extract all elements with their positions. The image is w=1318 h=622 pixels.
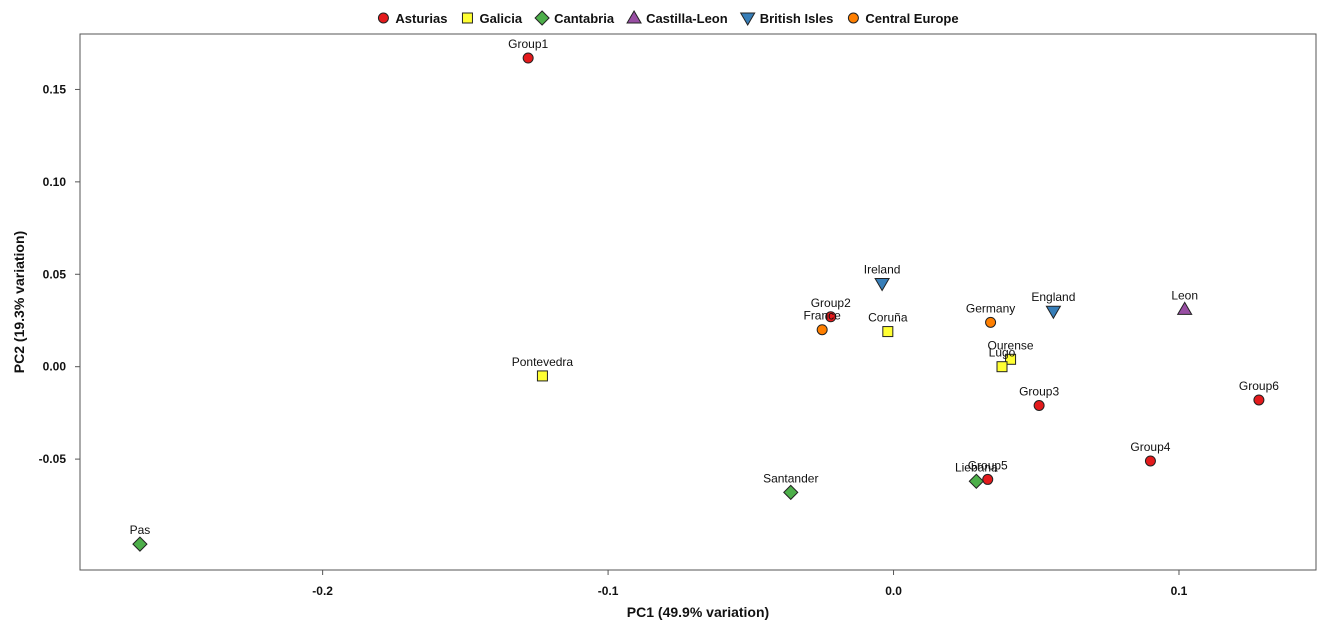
x-tick-label: 0.0: [885, 584, 902, 598]
point-label-group5: Group5: [968, 458, 1008, 472]
y-tick-label: -0.05: [39, 452, 67, 466]
point-label-leon: Leon: [1171, 288, 1198, 302]
data-points: [132, 52, 1265, 552]
x-tick-label: 0.1: [1171, 584, 1188, 598]
legend-label-british-isles: British Isles: [760, 11, 834, 26]
point-label-group4: Group4: [1130, 440, 1170, 454]
legend-label-asturias: Asturias: [395, 11, 447, 26]
point-group5: [982, 473, 994, 485]
point-germany: [985, 316, 997, 328]
point-liebana: [968, 473, 985, 489]
point-label-pas: Pas: [130, 523, 151, 537]
point-group4: [1144, 455, 1156, 467]
point-label-lugo: Lugo: [989, 346, 1016, 360]
point-group3: [1033, 400, 1045, 412]
point-ourense: [1005, 353, 1017, 365]
point-label-coru-a: Coruña: [868, 311, 908, 325]
chart-legend: Asturias Galicia Cantabria Castilla-Leon Bri…: [377, 10, 959, 26]
legend-marker-british-isles: [739, 12, 756, 26]
y-axis-title: PC2 (19.3% variation): [11, 231, 27, 373]
point-label-germany: Germany: [966, 301, 1015, 315]
y-tick-label: 0.05: [43, 267, 67, 281]
legend-marker-central-europe: [847, 12, 859, 24]
y-axis: 0.15 0.10 0.05 0.00 -0.05: [39, 82, 80, 466]
point-coru-a: [882, 326, 894, 338]
x-axis: -0.2 -0.1 0.0 0.1: [80, 569, 1316, 598]
point-group2: [825, 311, 837, 323]
point-label-ourense: Ourense: [988, 338, 1034, 352]
point-label-group3: Group3: [1019, 385, 1059, 399]
y-tick-label: 0.00: [43, 360, 67, 374]
point-santander: [783, 484, 799, 501]
point-england: [1045, 305, 1062, 320]
legend-label-castilla-leon: Castilla-Leon: [646, 11, 728, 26]
point-labels: Group1 Group2 Group3 Group4 Group5 Group6 Pont…: [130, 37, 1280, 537]
point-pas: [132, 536, 148, 552]
point-group6: [1253, 394, 1265, 406]
legend-marker-castilla-leon: [626, 10, 642, 24]
x-axis-title: PC1 (49.9% variation): [627, 604, 769, 620]
legend-label-central-europe: Central Europe: [865, 11, 958, 26]
point-label-santander: Santander: [763, 471, 818, 485]
point-pontevedra: [536, 370, 548, 382]
legend-label-cantabria: Cantabria: [554, 11, 615, 26]
y-tick-label: 0.15: [43, 82, 67, 96]
point-label-france: France: [803, 309, 841, 323]
point-label-pontevedra: Pontevedra: [512, 355, 574, 369]
point-label-ireland: Ireland: [864, 263, 901, 277]
point-label-liebana: Liebana: [955, 460, 998, 474]
point-label-england: England: [1031, 290, 1075, 304]
point-group1: [522, 52, 534, 64]
x-tick-label: -0.1: [598, 584, 619, 598]
x-tick-label: -0.2: [312, 584, 333, 598]
legend-marker-galicia: [461, 12, 473, 24]
point-france: [816, 324, 828, 336]
point-ireland: [874, 278, 890, 292]
point-leon: [1176, 301, 1193, 315]
point-label-group6: Group6: [1239, 379, 1279, 393]
legend-marker-cantabria: [534, 10, 550, 26]
legend-label-galicia: Galicia: [479, 11, 522, 26]
point-label-group1: Group1: [508, 37, 548, 51]
legend-marker-asturias: [377, 12, 389, 24]
point-label-group2: Group2: [811, 296, 851, 310]
y-tick-label: 0.10: [43, 175, 67, 189]
plot-area-frame: [79, 33, 1317, 571]
point-lugo: [996, 361, 1008, 373]
